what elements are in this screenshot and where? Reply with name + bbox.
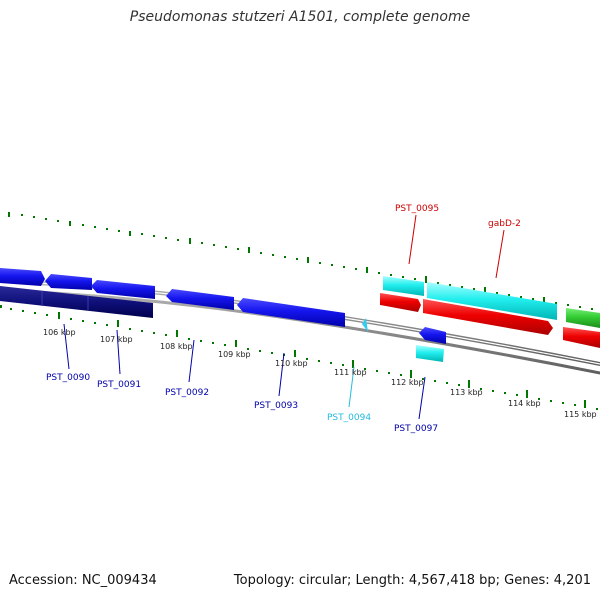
small-features[interactable] — [362, 318, 446, 362]
gene-arrow-gabd2 — [423, 299, 553, 335]
inner-tick-row — [0, 305, 598, 410]
gene-label-pst0097: PST_0097 — [394, 424, 438, 434]
gene-label-pst0093: PST_0093 — [254, 401, 298, 411]
gene-bar-cyan-small — [416, 345, 444, 362]
kbp-label: 113 kbp — [450, 388, 483, 397]
forward-gene-features[interactable] — [380, 293, 600, 348]
kbp-label: 115 kbp — [564, 410, 597, 419]
gene-arrow-pst0097 — [419, 327, 446, 344]
gene-bar-gabd2-cds — [427, 282, 557, 320]
gene-arrow-pst0095 — [380, 293, 421, 312]
forward-cds-features[interactable] — [383, 276, 557, 320]
kbp-labels: 106 kbp 107 kbp 108 kbp 109 kbp 110 kbp … — [43, 328, 597, 419]
reverse-cds-features[interactable] — [0, 268, 345, 327]
label-leaders — [63, 214, 505, 420]
gene-bar-pst0095-cds — [383, 276, 424, 296]
gene-label-pst0095: PST_0095 — [395, 204, 439, 214]
map-title: Pseudomonas stutzeri A1501, complete gen… — [129, 9, 471, 25]
kbp-label: 107 kbp — [100, 335, 133, 344]
gene-label-pst0091: PST_0091 — [97, 380, 141, 390]
genome-stats-label: Topology: circular; Length: 4,567,418 bp… — [233, 573, 591, 588]
gene-label-pst0090: PST_0090 — [46, 373, 90, 383]
gene-label-pst0092: PST_0092 — [165, 388, 209, 398]
gene-labels[interactable]: PST_0095 gabD-2 PST_0090 PST_0091 PST_00… — [46, 204, 521, 434]
gene-arrow-pst0092 — [166, 289, 234, 310]
gene-arrow-pst0090b — [45, 274, 92, 290]
gene-bar-navy — [0, 286, 153, 318]
gene-bar-green — [566, 308, 600, 328]
outer-tick-row — [8, 212, 593, 310]
gene-arrow-pst0091 — [91, 280, 155, 299]
gene-arrow-next-red — [563, 327, 600, 348]
rna-features[interactable] — [566, 308, 600, 328]
reverse-gene-features[interactable] — [0, 286, 153, 318]
accession-label: Accession: NC_009434 — [9, 573, 157, 588]
kbp-label: 112 kbp — [391, 378, 424, 387]
gene-arrow-pst0090a — [0, 268, 45, 286]
kbp-label: 109 kbp — [218, 350, 251, 359]
gene-label-gabd2: gabD-2 — [488, 219, 521, 229]
kbp-label: 110 kbp — [275, 359, 308, 368]
kbp-label: 108 kbp — [160, 342, 193, 351]
gene-arrow-pst0093 — [237, 298, 345, 327]
kbp-label: 111 kbp — [334, 368, 367, 377]
kbp-label: 106 kbp — [43, 328, 76, 337]
kbp-label: 114 kbp — [508, 399, 541, 408]
gene-arrow-pst0094 — [362, 318, 368, 332]
gene-label-pst0094: PST_0094 — [327, 413, 371, 423]
